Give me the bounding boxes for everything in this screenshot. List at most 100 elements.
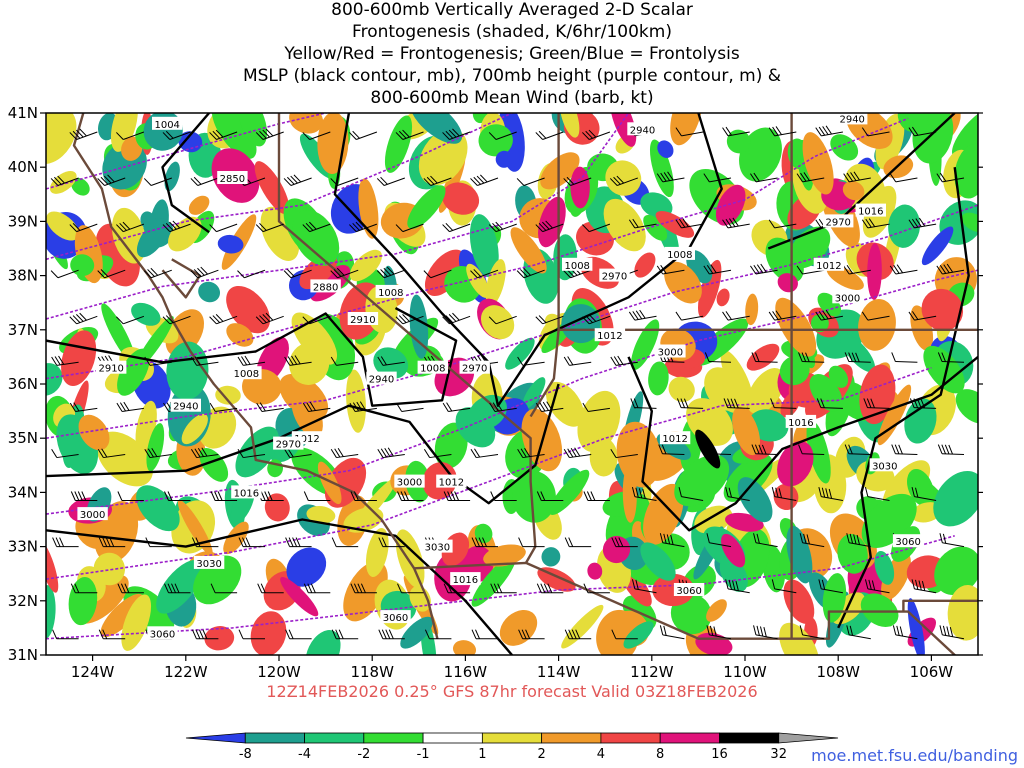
shade-patch	[46, 113, 77, 165]
height-label: 2940	[630, 125, 655, 136]
height-label: 2910	[350, 315, 375, 326]
wind-barb	[331, 537, 359, 548]
height-label-bg	[832, 290, 863, 304]
shade-patch	[280, 577, 319, 617]
wind-barb	[846, 625, 871, 640]
wind-barb	[864, 579, 890, 594]
shade-patch	[559, 113, 580, 138]
shade-patch	[71, 177, 90, 196]
shade-patch	[655, 210, 695, 238]
wind-barb	[330, 447, 359, 459]
shade-patch	[874, 550, 895, 585]
colorbar-arrow-right	[778, 732, 839, 744]
wind-barb	[675, 127, 704, 137]
wind-barb	[768, 126, 797, 137]
mslp-contour	[767, 113, 956, 250]
colorbar-label: 16	[711, 747, 728, 762]
wind-barb	[516, 177, 545, 186]
wind-barb	[69, 128, 98, 140]
shade-patch	[779, 355, 810, 386]
shade-patch	[510, 227, 547, 274]
wind-barb	[70, 491, 98, 501]
wind-barb	[97, 448, 126, 459]
wind-barb	[631, 487, 657, 501]
wind-barb	[630, 398, 657, 409]
shade-patch	[410, 113, 463, 144]
title-line-4: MSLP (black contour, mb), 700mb height (…	[242, 66, 782, 86]
shade-patch	[483, 544, 526, 567]
shade-patch	[961, 212, 978, 233]
wind-barb	[190, 266, 219, 279]
colorbar-label: -4	[298, 747, 311, 762]
height-label: 2970	[462, 364, 487, 375]
wind-barb	[443, 491, 471, 501]
shade-patch	[146, 423, 165, 472]
border-line	[72, 113, 439, 639]
wind-barb	[675, 218, 704, 229]
mslp-contour	[627, 355, 978, 532]
wind-barb	[255, 128, 284, 140]
shade-patch	[181, 413, 208, 445]
lon-label: 124W	[71, 663, 115, 681]
wind-barb	[517, 447, 545, 459]
shade-patch	[540, 152, 580, 190]
lat-label: 38N	[8, 267, 38, 285]
mslp-contour	[46, 518, 513, 655]
height-label-bg	[394, 474, 425, 488]
shade-patch	[549, 469, 590, 516]
wind-barb	[628, 218, 657, 229]
credit-link[interactable]: moe.met.fsu.edu/banding	[811, 746, 1018, 765]
shade-patch	[409, 294, 429, 359]
wind-barb	[583, 491, 610, 501]
mslp-label: 1016	[453, 575, 478, 586]
shade-patch	[715, 184, 746, 226]
height-label: 2940	[369, 375, 394, 386]
shade-patch	[250, 611, 287, 655]
wind-barb	[117, 491, 144, 501]
shade-patch	[373, 347, 409, 379]
shade-patch	[166, 341, 209, 400]
mslp-label-bg	[594, 328, 626, 342]
shade-patch	[634, 252, 656, 278]
wind-barb	[396, 402, 424, 412]
wind-barb	[330, 356, 359, 366]
shade-patch	[737, 477, 773, 523]
shade-patch	[577, 390, 621, 453]
title-line-5: 800-600mb Mean Wind (barb, kt)	[370, 88, 654, 108]
wind-barb	[844, 352, 871, 363]
shade-patch	[934, 546, 978, 596]
shade-patch	[512, 470, 556, 523]
height-label: 2970	[602, 272, 627, 283]
shade-patch	[349, 249, 382, 282]
wind-barb	[257, 583, 284, 594]
wind-barb	[285, 629, 312, 640]
wind-barb	[889, 264, 918, 275]
shade-patch	[291, 390, 323, 438]
title-line-2: Frontogenesis (shaded, K/6hr/100km)	[352, 22, 672, 42]
wind-barb	[908, 126, 937, 137]
shade-patch	[858, 299, 896, 351]
shade-patch	[215, 385, 241, 405]
wind-barb	[490, 583, 517, 594]
wind-barb	[490, 491, 517, 501]
height-label: 3030	[872, 461, 897, 472]
title-line-3: Yellow/Red = Frontogenesis; Green/Blue =…	[284, 44, 740, 64]
lon-label: 114W	[537, 663, 581, 681]
wind-barb	[50, 175, 79, 186]
height-label: 2970	[825, 217, 850, 228]
wind-barb	[815, 309, 843, 321]
colorbar-swatch	[659, 732, 720, 744]
shade-patch	[643, 483, 684, 545]
wind-barb	[489, 401, 517, 412]
wind-barb	[771, 487, 797, 501]
wind-barb	[255, 222, 284, 233]
height-label-bg	[599, 268, 630, 282]
shade-patch	[204, 626, 235, 651]
shade-patch	[933, 471, 978, 527]
wind-barb	[535, 401, 564, 412]
colorbar-label: 8	[656, 747, 664, 762]
wind-barb	[939, 533, 965, 548]
wind-barb	[609, 175, 638, 186]
shade-patch	[630, 319, 660, 370]
wind-barb	[471, 537, 498, 548]
